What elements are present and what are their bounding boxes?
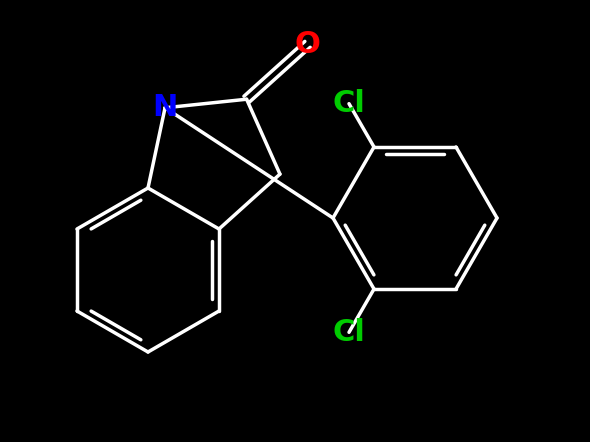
- Text: Cl: Cl: [333, 318, 365, 347]
- Text: Cl: Cl: [333, 89, 365, 118]
- Text: N: N: [152, 93, 178, 122]
- Text: O: O: [294, 30, 320, 59]
